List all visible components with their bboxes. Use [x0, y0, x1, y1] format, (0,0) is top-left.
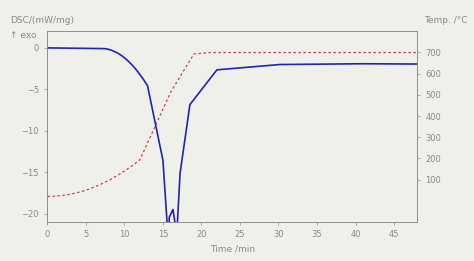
X-axis label: Time /min: Time /min [210, 245, 255, 254]
Text: ↑ exo: ↑ exo [10, 31, 37, 40]
Text: DSC/(mW/mg): DSC/(mW/mg) [10, 16, 74, 25]
Text: Temp. /°C: Temp. /°C [425, 16, 468, 25]
